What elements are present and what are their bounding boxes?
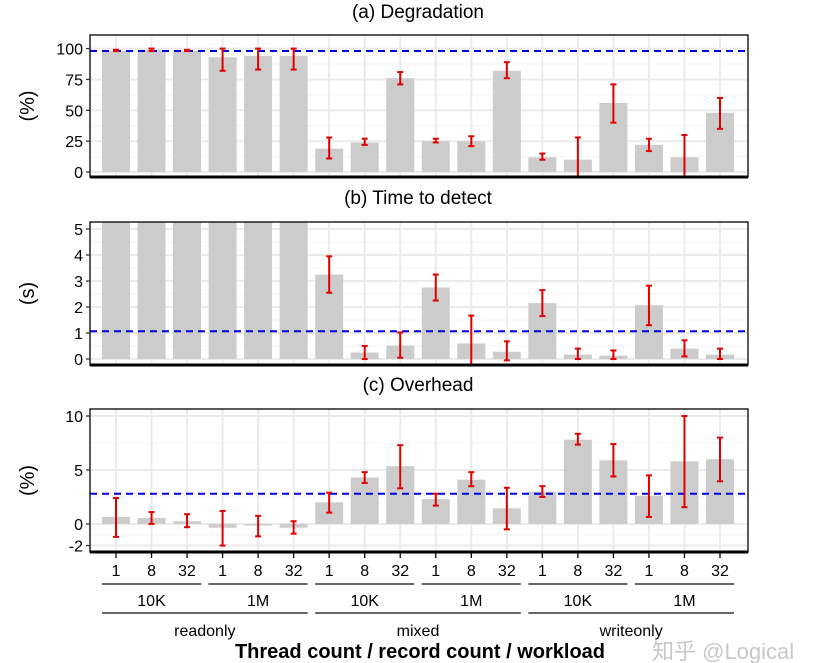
bar — [208, 57, 237, 173]
thread-count-label: 8 — [360, 563, 369, 580]
record-count-label: 10K — [137, 593, 166, 610]
record-count-label: 1M — [247, 593, 269, 610]
y-tick-label: 5 — [74, 222, 83, 239]
bar — [244, 55, 273, 173]
thread-count-label: 8 — [467, 563, 476, 580]
y-axis-label: (%) — [17, 465, 39, 496]
thread-count-label: 32 — [178, 563, 196, 580]
bar — [528, 157, 557, 173]
thread-count-label: 32 — [391, 563, 409, 580]
thread-count-label: 1 — [218, 563, 227, 580]
y-axis-label: (%) — [17, 90, 39, 121]
workload-label: mixed — [397, 623, 440, 640]
thread-count-label: 32 — [285, 563, 303, 580]
workload-label: writeonly — [599, 623, 663, 640]
plot-area — [90, 409, 748, 552]
bar — [173, 51, 202, 173]
bar — [137, 222, 166, 360]
y-tick-label: 3 — [74, 274, 83, 291]
y-tick-label: 0 — [74, 517, 83, 534]
bar — [350, 142, 379, 173]
thread-count-label: 1 — [325, 563, 334, 580]
record-count-label: 1M — [673, 593, 695, 610]
bar — [315, 148, 344, 173]
y-tick-label: 5 — [74, 463, 83, 480]
bar — [350, 477, 379, 524]
panel-2: (c) Overhead (%) -2 0 5 10 — [17, 375, 749, 556]
bar — [492, 70, 521, 173]
bar — [173, 222, 202, 360]
thread-count-label: 1 — [644, 563, 653, 580]
watermark: 知乎 @Logical — [652, 639, 794, 663]
y-tick-label: 4 — [74, 248, 83, 265]
thread-count-label: 32 — [711, 563, 729, 580]
y-tick-label: 10 — [65, 409, 83, 426]
y-tick-label: 0 — [74, 352, 83, 369]
panel-1: (b) Time to detect (s) 0 1 2 3 4 5 — [17, 188, 749, 369]
bar — [386, 78, 415, 173]
thread-count-label: 8 — [680, 563, 689, 580]
panel-title: (a) Degradation — [352, 2, 484, 23]
bar — [208, 222, 237, 360]
plot-area — [90, 35, 748, 177]
thread-count-label: 32 — [605, 563, 623, 580]
bar — [563, 439, 592, 524]
y-tick-label: 100 — [56, 42, 83, 59]
panel-title: (c) Overhead — [363, 375, 474, 396]
y-tick-label: 1 — [74, 326, 83, 343]
bar — [421, 141, 450, 173]
bar — [244, 222, 273, 360]
thread-count-label: 8 — [254, 563, 263, 580]
record-count-label: 1M — [460, 593, 482, 610]
panel-0: (a) Degradation (%) 0 25 50 75 100 — [17, 2, 749, 182]
record-count-label: 10K — [350, 593, 379, 610]
thread-count-label: 8 — [573, 563, 582, 580]
x-axis-title: Thread count / record count / workload — [235, 641, 605, 663]
thread-count-label: 1 — [431, 563, 440, 580]
y-axis-label: (s) — [17, 282, 39, 305]
plot-area — [90, 222, 748, 365]
bar — [102, 222, 130, 360]
workload-label: readonly — [174, 623, 235, 640]
y-tick-label: 50 — [65, 103, 83, 120]
thread-count-label: 1 — [112, 563, 121, 580]
bar — [279, 55, 308, 173]
y-tick-label: 2 — [74, 300, 83, 317]
thread-count-label: 8 — [147, 563, 156, 580]
panel-title: (b) Time to detect — [344, 188, 493, 209]
y-tick-label: 0 — [74, 165, 83, 182]
y-tick-label: 75 — [65, 72, 83, 89]
y-tick-label: 25 — [65, 134, 83, 151]
bar — [137, 49, 166, 173]
record-count-label: 10K — [564, 593, 593, 610]
thread-count-label: 32 — [498, 563, 516, 580]
thread-count-label: 1 — [538, 563, 547, 580]
bar — [102, 51, 130, 173]
bar — [279, 222, 308, 360]
y-tick-label: -2 — [69, 539, 83, 556]
